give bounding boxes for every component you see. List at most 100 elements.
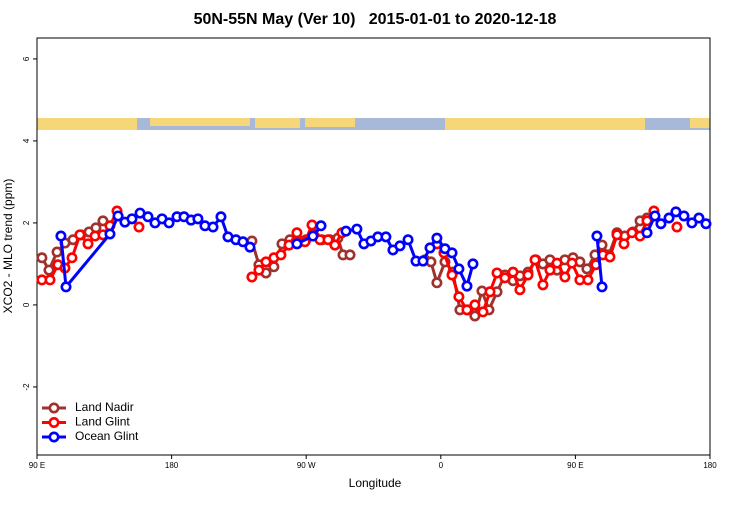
data-point bbox=[351, 223, 363, 235]
data-point bbox=[322, 234, 334, 246]
data-point bbox=[618, 238, 630, 250]
data-point bbox=[260, 256, 272, 268]
y-tick-label: -2 bbox=[22, 383, 31, 391]
data-point bbox=[36, 252, 48, 264]
data-point bbox=[686, 217, 698, 229]
data-point bbox=[417, 255, 429, 267]
legend-label: Ocean Glint bbox=[75, 429, 139, 443]
x-tick-label: 90 W bbox=[297, 461, 316, 470]
data-point bbox=[192, 213, 204, 225]
legend-marker bbox=[48, 402, 60, 414]
data-point bbox=[207, 221, 219, 233]
x-tick-label: 180 bbox=[703, 461, 717, 470]
data-point bbox=[582, 274, 594, 286]
plot-frame bbox=[36, 37, 711, 456]
data-point bbox=[275, 249, 287, 261]
data-point bbox=[215, 211, 227, 223]
data-point bbox=[44, 274, 56, 286]
data-point bbox=[671, 221, 683, 233]
data-point bbox=[43, 264, 55, 276]
data-point bbox=[461, 280, 473, 292]
data-point bbox=[291, 238, 303, 250]
data-point bbox=[237, 236, 249, 248]
data-point bbox=[380, 231, 392, 243]
data-point bbox=[340, 225, 352, 237]
data-point bbox=[51, 246, 63, 258]
data-point bbox=[394, 240, 406, 252]
data-point bbox=[596, 281, 608, 293]
data-point bbox=[522, 269, 534, 281]
data-point bbox=[344, 249, 356, 261]
data-point bbox=[559, 271, 571, 283]
data-point bbox=[514, 284, 526, 296]
data-point bbox=[60, 281, 72, 293]
data-point bbox=[253, 264, 265, 276]
data-point bbox=[469, 299, 481, 311]
y-axis-label: XCO2 - MLO trend (ppm) bbox=[1, 179, 15, 314]
data-point bbox=[529, 254, 541, 266]
data-point bbox=[491, 267, 503, 279]
data-point bbox=[670, 206, 682, 218]
y-tick-label: 4 bbox=[22, 138, 31, 143]
data-point bbox=[307, 230, 319, 242]
data-point bbox=[133, 221, 145, 233]
data-point bbox=[663, 212, 675, 224]
data-point bbox=[446, 269, 458, 281]
y-tick-label: 2 bbox=[22, 220, 31, 225]
data-point bbox=[655, 218, 667, 230]
data-point bbox=[431, 277, 443, 289]
data-point bbox=[469, 310, 481, 322]
x-tick-label: 180 bbox=[165, 461, 179, 470]
data-point bbox=[329, 239, 341, 251]
data-point bbox=[678, 210, 690, 222]
data-point bbox=[446, 247, 458, 259]
data-point bbox=[477, 306, 489, 318]
data-point bbox=[97, 215, 109, 227]
data-point bbox=[641, 227, 653, 239]
data-point bbox=[246, 271, 258, 283]
data-point bbox=[163, 217, 175, 229]
legend-label: Land Nadir bbox=[75, 400, 134, 414]
data-point bbox=[424, 242, 436, 254]
data-point bbox=[315, 220, 327, 232]
x-axis-label: Longitude bbox=[349, 476, 402, 490]
data-point bbox=[484, 286, 496, 298]
legend-marker bbox=[48, 416, 60, 428]
data-point bbox=[591, 230, 603, 242]
data-point bbox=[431, 232, 443, 244]
y-tick-label: 0 bbox=[22, 302, 31, 307]
data-point bbox=[453, 291, 465, 303]
x-tick-label: 0 bbox=[439, 461, 444, 470]
data-point bbox=[453, 263, 465, 275]
data-point bbox=[499, 272, 511, 284]
data-point bbox=[649, 210, 661, 222]
data-point bbox=[551, 257, 563, 269]
data-point bbox=[74, 229, 86, 241]
data-point bbox=[566, 257, 578, 269]
data-point bbox=[611, 229, 623, 241]
legend-label: Land Glint bbox=[75, 415, 130, 429]
data-point bbox=[244, 241, 256, 253]
data-point bbox=[537, 279, 549, 291]
data-point bbox=[306, 219, 318, 231]
data-point bbox=[461, 304, 473, 316]
series-line bbox=[595, 235, 604, 288]
x-tick-label: 90 E bbox=[29, 461, 45, 470]
data-point bbox=[507, 266, 519, 278]
data-point bbox=[112, 210, 124, 222]
data-point bbox=[700, 218, 712, 230]
data-point bbox=[291, 227, 303, 239]
map-strip bbox=[37, 118, 710, 130]
data-point bbox=[82, 238, 94, 250]
legend-marker bbox=[48, 431, 60, 443]
data-point bbox=[142, 211, 154, 223]
data-point bbox=[104, 228, 116, 240]
data-point bbox=[581, 263, 593, 275]
data-point bbox=[467, 258, 479, 270]
data-point bbox=[66, 252, 78, 264]
y-tick-label: 6 bbox=[22, 56, 31, 61]
data-point bbox=[55, 230, 67, 242]
x-tick-label: 90 E bbox=[567, 461, 583, 470]
